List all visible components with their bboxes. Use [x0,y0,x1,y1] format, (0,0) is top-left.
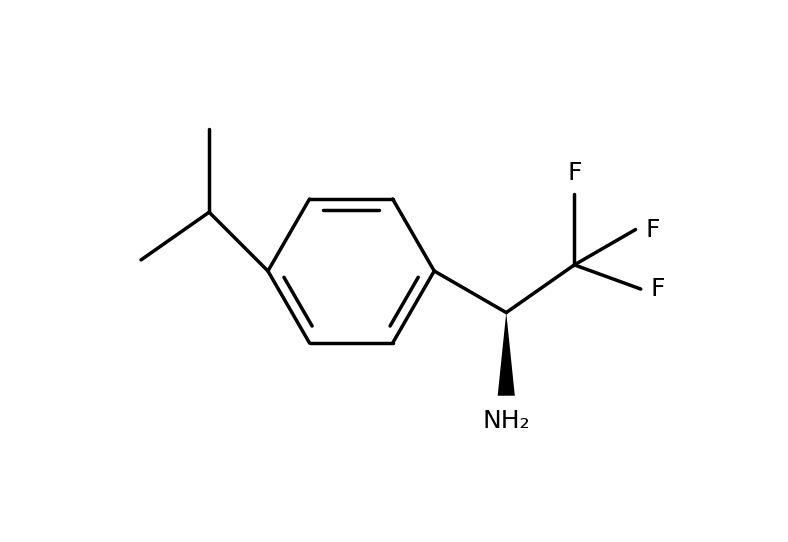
Polygon shape [498,313,515,396]
Text: NH₂: NH₂ [482,409,530,433]
Text: F: F [645,217,660,242]
Text: F: F [567,160,582,184]
Text: F: F [650,277,665,301]
